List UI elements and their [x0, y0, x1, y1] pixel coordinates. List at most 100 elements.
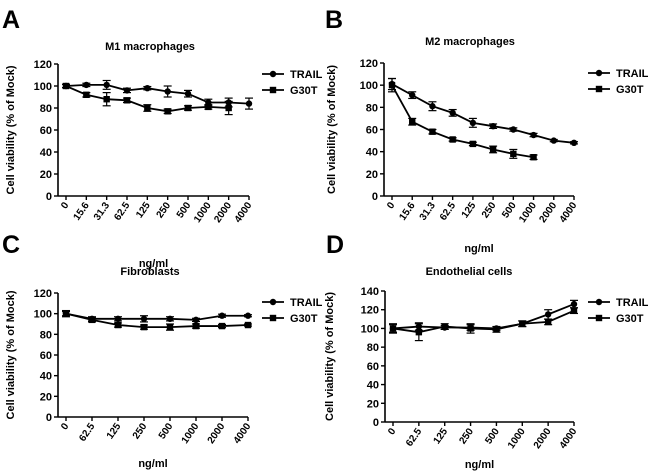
data-point [166, 315, 174, 323]
y-tick-label: 0 [46, 412, 52, 424]
data-point [184, 104, 192, 112]
y-tick-label: 40 [367, 380, 379, 392]
x-tick-label: 1000 [506, 426, 528, 451]
y-tick-label: 60 [367, 361, 379, 373]
data-point [83, 91, 90, 98]
data-point [519, 320, 526, 327]
legend-item-trail: TRAIL [588, 297, 649, 309]
data-point [570, 300, 578, 308]
data-point [449, 136, 456, 143]
series-line [65, 312, 249, 329]
y-tick-label: 0 [46, 191, 52, 203]
series-line [391, 83, 575, 144]
x-tick-label: 4000 [233, 200, 255, 225]
series-g30t [389, 307, 578, 342]
x-tick-label: 2000 [206, 421, 228, 446]
y-tick-label: 60 [40, 350, 52, 362]
data-point [140, 315, 148, 323]
x-tick-label: 125 [432, 426, 451, 446]
data-point [164, 88, 171, 95]
series-g30t [388, 77, 538, 161]
legend-marker [595, 69, 603, 77]
x-tick-label: 15.6 [398, 200, 418, 223]
data-point [429, 103, 436, 110]
data-point [544, 318, 552, 326]
chart-title: Endothelial cells [426, 266, 513, 278]
data-point [245, 100, 253, 107]
y-tick-label: 100 [361, 323, 379, 335]
legend-item-g30t: G30T [262, 313, 318, 325]
series-line [65, 84, 250, 105]
data-point [140, 323, 148, 331]
legend-marker [595, 298, 603, 306]
data-point [510, 126, 517, 133]
y-axis-label: Cell viability (% of Mock) [324, 292, 336, 421]
y-tick-label: 20 [366, 169, 378, 181]
x-tick-label: 500 [175, 200, 194, 220]
x-tick-label: 62.5 [112, 200, 132, 223]
data-point [166, 323, 174, 331]
data-point [205, 103, 212, 111]
x-tick-label: 2000 [537, 200, 559, 225]
legend-label: G30T [616, 313, 644, 325]
y-tick-label: 40 [40, 371, 52, 383]
x-tick-label: 62.5 [404, 426, 424, 449]
legend-label: TRAIL [616, 297, 649, 309]
data-point [415, 328, 423, 336]
y-tick-label: 120 [34, 288, 52, 300]
y-tick-label: 40 [366, 147, 378, 159]
panel-letter: B [325, 6, 343, 34]
data-point [550, 137, 557, 144]
x-axis-label: ng/ml [464, 243, 493, 255]
y-tick-label: 140 [361, 286, 379, 298]
x-tick-label: 15.6 [72, 200, 92, 223]
panel-letter: D [326, 231, 344, 259]
data-point [530, 154, 537, 161]
legend-marker [595, 314, 603, 322]
data-point [218, 312, 226, 319]
legend-marker [595, 85, 603, 93]
data-point [62, 310, 70, 317]
data-point [244, 312, 252, 319]
data-point [409, 91, 416, 99]
data-point [144, 85, 151, 92]
data-point [570, 139, 578, 146]
legend-label: G30T [290, 313, 318, 325]
series-g30t [62, 82, 233, 116]
x-tick-label: 1000 [192, 200, 214, 225]
data-point [469, 119, 477, 127]
y-tick-label: 120 [361, 305, 379, 317]
data-point [409, 118, 416, 125]
legend-marker [269, 70, 277, 78]
data-point [467, 325, 474, 332]
y-tick-label: 100 [34, 81, 52, 93]
legend-marker [269, 298, 277, 306]
series-line [392, 303, 575, 330]
y-axis-label: Cell viability (% of Mock) [5, 65, 17, 194]
panel-letter: A [2, 6, 20, 34]
x-tick-label: 125 [134, 200, 153, 220]
y-tick-label: 100 [34, 309, 52, 321]
y-tick-label: 60 [366, 125, 378, 137]
legend-item-g30t: G30T [588, 313, 644, 325]
chart-panel-d: D Endothelial cells 0 20 40 60 80 100 120 140 0 62.… [324, 231, 649, 471]
x-tick-label: 1000 [517, 200, 539, 225]
x-tick-label: 125 [105, 421, 124, 441]
x-tick-label: 250 [480, 200, 499, 220]
x-tick-label: 2000 [532, 426, 554, 451]
series-g30t [62, 309, 252, 331]
series-line [391, 84, 534, 159]
legend-item-trail: TRAIL [588, 68, 649, 80]
data-point [225, 104, 232, 112]
data-point [244, 321, 252, 329]
legend-label: G30T [290, 85, 318, 97]
data-point [164, 108, 171, 115]
legend-item-trail: TRAIL [262, 297, 323, 309]
x-tick-label: 62.5 [77, 421, 97, 444]
y-tick-label: 100 [360, 80, 378, 92]
series-line [65, 312, 248, 321]
series-trail [62, 79, 253, 110]
x-tick-label: 500 [157, 421, 176, 441]
legend-label: TRAIL [616, 68, 649, 80]
